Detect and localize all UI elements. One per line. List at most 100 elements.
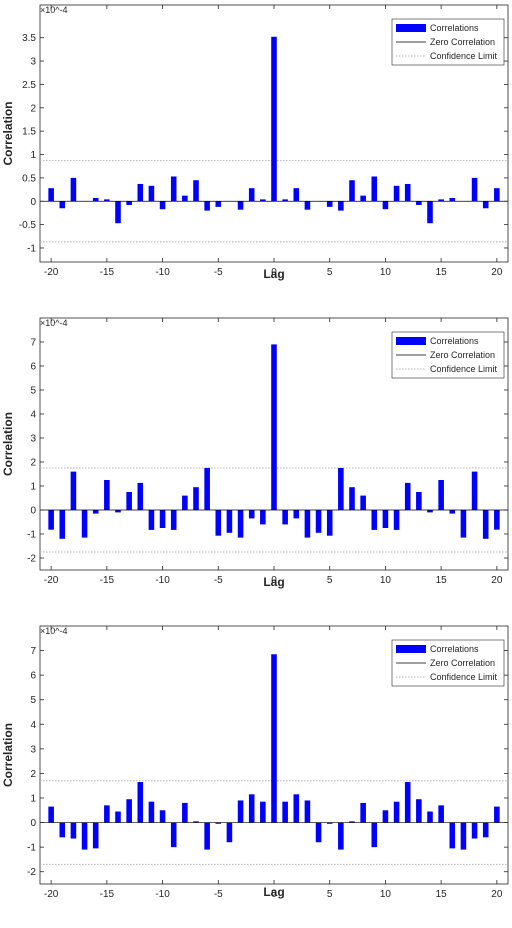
- correlation-bar: [137, 782, 144, 823]
- legend-entry: Zero Correlation: [430, 658, 495, 668]
- y-tick-label: 2: [30, 769, 36, 780]
- correlation-bar: [404, 183, 411, 202]
- correlation-bar: [482, 822, 489, 838]
- correlation-bar: [248, 794, 255, 823]
- y-tick-label: 5: [30, 386, 36, 397]
- y-tick-label: 0: [30, 818, 36, 829]
- correlation-bar: [159, 810, 166, 823]
- x-tick-label: 15: [436, 575, 448, 586]
- correlation-bar: [416, 492, 422, 510]
- legend-swatch-correlations: [396, 337, 426, 345]
- correlation-bar: [482, 201, 489, 209]
- y-tick-label: 1: [30, 150, 36, 161]
- x-tick-label: 20: [491, 267, 503, 278]
- legend-entry: Correlations: [430, 644, 479, 654]
- correlation-bar: [215, 822, 222, 824]
- correlation-bar: [248, 510, 255, 519]
- correlation-bar: [260, 510, 266, 525]
- legend-entry: Confidence Limit: [430, 672, 498, 682]
- y-tick-label: 1.5: [22, 127, 36, 138]
- correlation-bar: [115, 510, 121, 513]
- correlation-bar: [282, 510, 288, 525]
- correlation-bar: [304, 201, 311, 210]
- correlation-bar: [371, 176, 378, 202]
- correlation-bar: [226, 510, 233, 533]
- correlation-bar: [237, 510, 244, 538]
- correlation-bar: [104, 199, 110, 202]
- correlation-bar: [326, 510, 333, 536]
- correlation-bar: [382, 810, 389, 823]
- correlation-bar: [48, 510, 54, 530]
- correlation-bar: [338, 468, 344, 510]
- correlation-bar: [304, 510, 311, 538]
- correlation-bar: [293, 188, 300, 202]
- correlation-bar: [104, 805, 110, 823]
- correlation-bar: [449, 510, 456, 514]
- y-tick-label: 4: [30, 410, 36, 421]
- legend-entry: Confidence Limit: [430, 364, 498, 374]
- correlation-bar: [449, 197, 456, 202]
- x-tick-label: 10: [380, 575, 392, 586]
- correlation-bar: [416, 799, 422, 823]
- x-tick-label: -20: [44, 267, 59, 278]
- correlation-bar: [482, 510, 489, 539]
- y-tick-label: 6: [30, 671, 36, 682]
- correlation-bar: [494, 806, 500, 823]
- x-tick-label: -15: [100, 267, 115, 278]
- correlation-bar: [204, 468, 210, 510]
- x-tick-label: 15: [436, 267, 448, 278]
- correlation-bar: [137, 183, 144, 202]
- x-tick-label: 20: [491, 889, 503, 900]
- y-tick-label: 2: [30, 103, 36, 114]
- y-tick-label: 3: [30, 57, 36, 68]
- correlation-bar: [349, 180, 355, 202]
- y-exponent-label: ×10^-4: [40, 626, 68, 636]
- correlation-bar: [92, 822, 99, 849]
- correlation-bar: [471, 177, 478, 202]
- y-axis-label: Correlation: [1, 412, 15, 476]
- y-tick-label: -1: [27, 243, 36, 254]
- correlation-bar: [360, 802, 366, 823]
- correlation-bar: [427, 811, 433, 823]
- y-tick-label: 0.5: [22, 173, 36, 184]
- correlation-bar: [48, 188, 54, 202]
- correlation-bar: [81, 822, 88, 850]
- x-tick-label: 20: [491, 575, 503, 586]
- correlation-bar: [126, 799, 132, 823]
- y-tick-label: 3: [30, 434, 36, 445]
- correlation-bar: [70, 471, 77, 510]
- y-tick-label: 2: [30, 458, 36, 469]
- x-tick-label: -10: [155, 889, 170, 900]
- correlation-bar: [293, 794, 300, 823]
- correlation-bar: [293, 510, 300, 519]
- x-axis-label: Lag: [263, 885, 284, 899]
- correlation-bar: [338, 201, 344, 211]
- correlation-bar: [427, 201, 433, 224]
- correlation-bar: [494, 510, 500, 530]
- correlation-bar: [393, 801, 400, 823]
- correlation-bar: [271, 654, 277, 823]
- correlation-bar: [471, 822, 478, 839]
- y-tick-label: -1: [27, 843, 36, 854]
- correlation-bar: [81, 510, 88, 538]
- correlation-bar: [393, 510, 400, 530]
- chart-2-autocorrelation: -20 -15 -10 -5 0 5 10 15 20-2-101234567×10^-4Lag…: [1, 317, 509, 589]
- x-tick-label: 5: [327, 575, 333, 586]
- correlation-bar: [271, 344, 277, 510]
- legend-entry: Correlations: [430, 23, 479, 33]
- correlation-bar: [494, 188, 500, 202]
- x-tick-label: -10: [155, 575, 170, 586]
- x-tick-label: 5: [327, 889, 333, 900]
- correlation-bar: [226, 822, 233, 843]
- correlation-bar: [59, 510, 66, 539]
- correlation-bar: [304, 800, 311, 823]
- x-tick-label: 0: [271, 267, 277, 278]
- correlation-bar: [193, 821, 199, 823]
- y-tick-label: 0: [30, 506, 36, 517]
- correlation-bar: [170, 510, 177, 530]
- x-axis-label: Lag: [263, 267, 284, 281]
- y-tick-label: 4: [30, 720, 36, 731]
- correlation-bar: [360, 495, 366, 510]
- correlation-bar: [148, 185, 155, 202]
